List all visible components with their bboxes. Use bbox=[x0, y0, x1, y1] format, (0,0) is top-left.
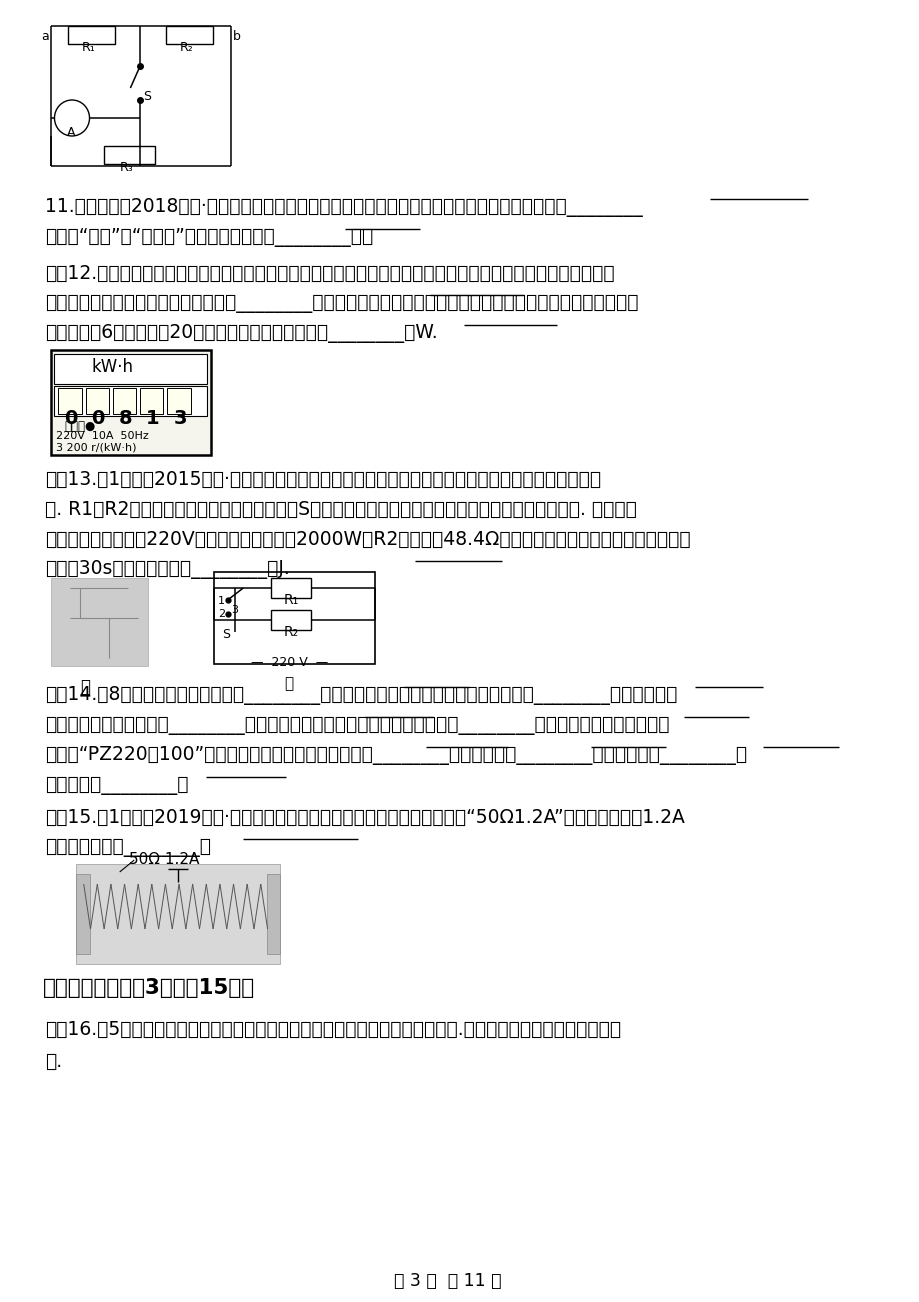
Bar bbox=[214, 572, 374, 664]
Text: R₁: R₁ bbox=[82, 40, 96, 53]
Bar bbox=[140, 388, 164, 414]
Bar bbox=[68, 26, 115, 44]
Text: 实际功率是________．: 实际功率是________． bbox=[45, 776, 188, 796]
Bar bbox=[54, 354, 207, 384]
Text: 11.（２分）（2018九上·靖远期末）钒木取火被列入国家级非物质文化遗产名录，钒木取火是通过________: 11.（２分）（2018九上·靖远期末）钒木取火被列入国家级非物质文化遗产名录，… bbox=[45, 198, 641, 217]
Bar bbox=[167, 388, 190, 414]
Bar bbox=[166, 26, 213, 44]
Bar bbox=[85, 388, 108, 414]
Text: A: A bbox=[67, 126, 75, 139]
Text: 3: 3 bbox=[232, 605, 238, 615]
Text: 指示灯●: 指示灯● bbox=[64, 421, 96, 434]
Bar bbox=[75, 874, 89, 954]
Text: kW·h: kW·h bbox=[91, 358, 133, 376]
Text: 12.（２分）小梅学完电能表的使用后，想利用电能表测量电饭煞的电功率，观察自家的电能表如图所示，该: 12.（２分）小梅学完电能表的使用后，想利用电能表测量电饭煞的电功率，观察自家的… bbox=[45, 264, 614, 283]
Bar bbox=[270, 611, 311, 630]
Bar bbox=[58, 388, 82, 414]
Bar bbox=[54, 385, 207, 417]
Text: 16.（5分）手电筒是生活中常用的照明工具，如图所示，是手电筒的实物图.请在虚线框内画出手电筒的电路: 16.（5分）手电筒是生活中常用的照明工具，如图所示，是手电筒的实物图.请在虚线… bbox=[45, 1019, 620, 1039]
Text: 1: 1 bbox=[218, 596, 225, 605]
Text: 220V  10A  50Hz: 220V 10A 50Hz bbox=[56, 431, 149, 441]
Text: 15.（1分）（2019九上·唐山月考）如图所示的滑动变阻器，馓牌上标有“50Ω1.2A”的字样。其中，1.2A: 15.（1分）（2019九上·唐山月考）如图所示的滑动变阻器，馓牌上标有“50Ω… bbox=[45, 809, 684, 827]
Text: 水龙头的额定电压是220V，温水时额定功率是2000W，R2的阻値为48.4Ω，不考虑温度对电阻丝的影响，热水时: 水龙头的额定电压是220V，温水时额定功率是2000W，R2的阻値为48.4Ω，… bbox=[45, 530, 689, 549]
Text: R₂: R₂ bbox=[180, 40, 194, 53]
Bar bbox=[113, 388, 136, 414]
Text: R₃: R₃ bbox=[119, 161, 133, 174]
Text: 2: 2 bbox=[218, 609, 225, 618]
Bar bbox=[267, 874, 280, 954]
Text: 表的指示灯6分钟闪烁了20次，则他家电饭煞的功率是________　W.: 表的指示灯6分钟闪烁了20次，则他家电饭煞的功率是________ W. bbox=[45, 324, 437, 342]
Text: 3 200 r/(kW·h): 3 200 r/(kW·h) bbox=[56, 441, 137, 452]
Text: R₁: R₁ bbox=[283, 592, 298, 607]
Bar bbox=[270, 578, 311, 598]
Text: 水龙头30s内产生的电热是________　J.: 水龙头30s内产生的电热是________ J. bbox=[45, 560, 289, 579]
Text: 1: 1 bbox=[146, 409, 159, 428]
Text: S: S bbox=[142, 90, 151, 103]
Text: 乙: 乙 bbox=[284, 676, 293, 691]
Bar bbox=[75, 865, 280, 963]
Text: 13.（1分）（2015九上·顺义期末）图甲是某款电热水龙头，即开即热、冷热兼用，图乙是它的电路: 13.（1分）（2015九上·顺义期末）图甲是某款电热水龙头，即开即热、冷热兼用… bbox=[45, 470, 600, 490]
Text: b: b bbox=[233, 30, 240, 43]
Text: 3: 3 bbox=[173, 409, 187, 428]
Text: 甲: 甲 bbox=[80, 678, 90, 697]
Text: 电能表允许接入用电器的最大电功率是________　将家里其他用电器断开，只将该电饭煞接入电路中，观察到电能: 电能表允许接入用电器的最大电功率是________ 将家里其他用电器断开，只将该… bbox=[45, 294, 638, 312]
Text: 上标有“PZ220　100”字样，该灯不工作时，额定电压是________，额定功率是________，实际电压是________，: 上标有“PZ220 100”字样，该灯不工作时，额定电压是________，额定… bbox=[45, 746, 746, 766]
Text: 0: 0 bbox=[64, 409, 77, 428]
Text: 8: 8 bbox=[119, 409, 132, 428]
Text: 0: 0 bbox=[91, 409, 105, 428]
Bar bbox=[104, 146, 154, 164]
Text: 三、　作图题（共3题；內15分）: 三、 作图题（共3题；內15分） bbox=[43, 978, 255, 999]
Text: S: S bbox=[221, 628, 230, 641]
Text: 14.（8分）额定电压是指用电器________工作时两端的电压，额定功率是指用电器在________工作时的电功: 14.（8分）额定电压是指用电器________工作时两端的电压，额定功率是指用… bbox=[45, 686, 676, 704]
Text: 第 3 页  八 11 页: 第 3 页 八 11 页 bbox=[393, 1272, 501, 1290]
Text: 50Ω 1.2A: 50Ω 1.2A bbox=[130, 852, 199, 867]
Bar bbox=[51, 350, 211, 454]
Text: 图. R1、R2为电热丝，通过旋转手柄带动开关S接通对应的电路，从而实现冷水、温水、热水之间切换. 已知电热: 图. R1、R2为电热丝，通过旋转手柄带动开关S接通对应的电路，从而实现冷水、温… bbox=[45, 500, 636, 519]
Bar bbox=[51, 578, 148, 667]
Text: a: a bbox=[40, 30, 49, 43]
Text: 表示的意义是：________。: 表示的意义是：________。 bbox=[45, 838, 210, 857]
Text: 图.: 图. bbox=[45, 1052, 62, 1072]
Text: —  220 V  —: — 220 V — bbox=[251, 656, 328, 669]
Text: R₂: R₂ bbox=[283, 625, 298, 639]
Text: 率；实际电压是指用电器________工作时两端的电压，实际功率是指用电器在________工作时的电功率．一白炽灯: 率；实际电压是指用电器________工作时两端的电压，实际功率是指用电器在__… bbox=[45, 716, 668, 736]
Text: （选填“做功”或“热传递”）把机械能转化为________能。: （选填“做功”或“热传递”）把机械能转化为________能。 bbox=[45, 228, 372, 247]
